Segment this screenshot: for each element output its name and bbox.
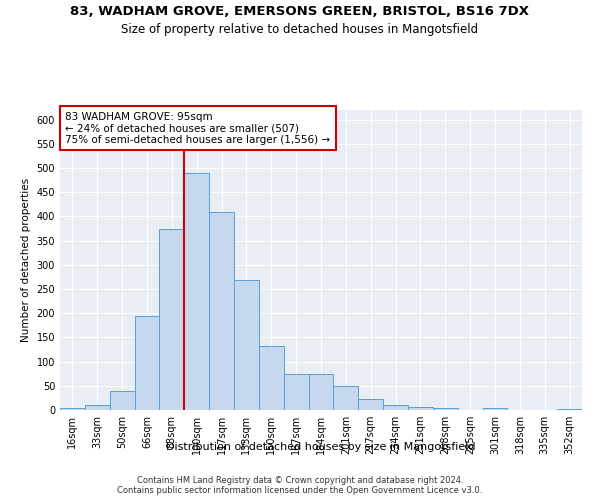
- Bar: [110, 390, 134, 410]
- Bar: [209, 212, 234, 410]
- Text: Size of property relative to detached houses in Mangotsfield: Size of property relative to detached ho…: [121, 22, 479, 36]
- Bar: [358, 400, 383, 410]
- Text: Contains HM Land Registry data © Crown copyright and database right 2024.
Contai: Contains HM Land Registry data © Crown c…: [118, 476, 482, 495]
- Bar: [557, 408, 582, 410]
- Bar: [259, 346, 284, 410]
- Bar: [433, 408, 458, 410]
- Bar: [408, 406, 433, 410]
- Bar: [383, 405, 408, 410]
- Bar: [234, 280, 259, 410]
- Bar: [85, 405, 110, 410]
- Text: Distribution of detached houses by size in Mangotsfield: Distribution of detached houses by size …: [166, 442, 476, 452]
- Bar: [284, 374, 308, 410]
- Bar: [160, 228, 184, 410]
- Bar: [184, 173, 209, 410]
- Y-axis label: Number of detached properties: Number of detached properties: [21, 178, 31, 342]
- Bar: [134, 316, 160, 410]
- Bar: [482, 408, 508, 410]
- Bar: [334, 386, 358, 410]
- Bar: [60, 408, 85, 410]
- Text: 83 WADHAM GROVE: 95sqm
← 24% of detached houses are smaller (507)
75% of semi-de: 83 WADHAM GROVE: 95sqm ← 24% of detached…: [65, 112, 331, 144]
- Text: 83, WADHAM GROVE, EMERSONS GREEN, BRISTOL, BS16 7DX: 83, WADHAM GROVE, EMERSONS GREEN, BRISTO…: [71, 5, 530, 18]
- Bar: [308, 374, 334, 410]
